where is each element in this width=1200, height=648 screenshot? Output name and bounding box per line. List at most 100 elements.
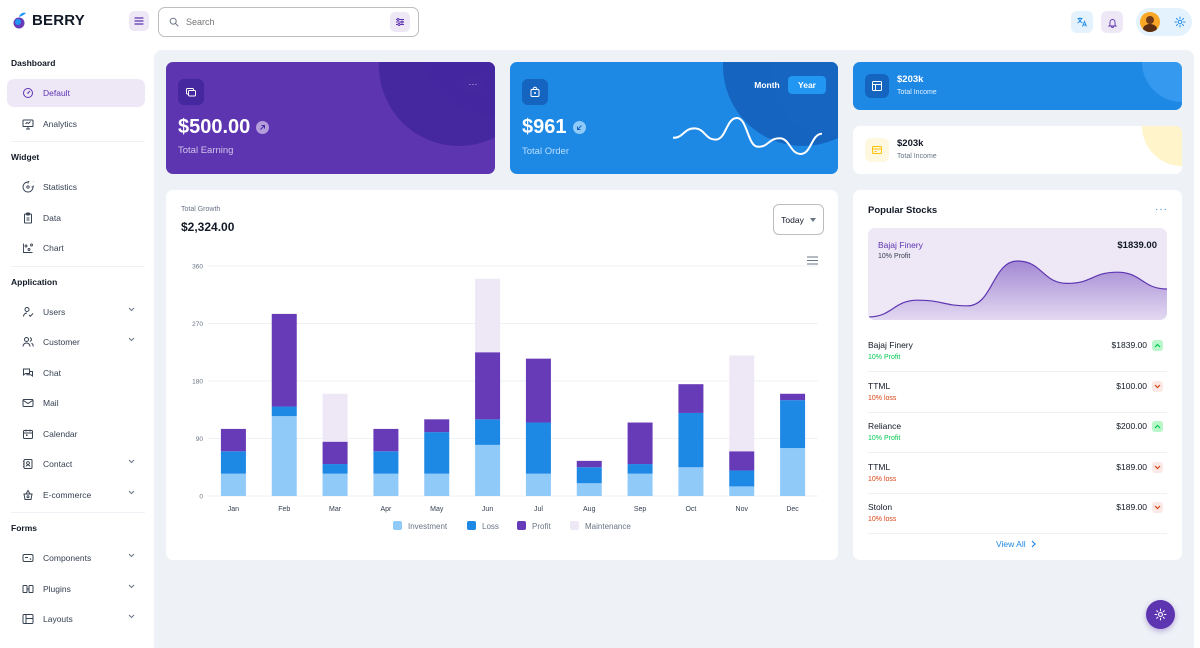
stock-price: $200.00 [1116, 421, 1147, 431]
period-select[interactable]: Today [773, 204, 824, 235]
bar-investment-jul [525, 473, 551, 496]
bar-investment-jan [220, 473, 246, 496]
earning-icon [178, 79, 204, 105]
sidebar-item-default[interactable]: Default [7, 79, 145, 107]
bar-investment-mar [322, 473, 348, 496]
bar-loss-apr [373, 451, 399, 474]
chart-dots-icon [22, 242, 34, 254]
total-income-card: $203k Total Income [853, 62, 1182, 110]
stock-change: 10% Profit [868, 354, 901, 361]
growth-label: Total Growth [181, 206, 221, 213]
sidebar-item-contact[interactable]: Contact [7, 450, 145, 478]
notifications-button[interactable] [1101, 11, 1123, 33]
basket-icon [22, 488, 34, 501]
sidebar-item-data[interactable]: Data [7, 204, 145, 232]
income-value: $203k [897, 74, 924, 85]
sidebar-item-statistics[interactable]: Statistics [7, 173, 145, 201]
stock-change: 10% loss [868, 394, 897, 402]
income-value: $203k [897, 138, 924, 149]
menu-toggle-button[interactable] [129, 11, 149, 31]
stock-name: Bajaj Finery [868, 340, 913, 350]
x-tick-label: Oct [685, 506, 696, 513]
sidebar-item-label: Components [43, 553, 92, 563]
bar-loss-jul [525, 422, 551, 474]
sidebar-item-users[interactable]: Users [7, 298, 145, 326]
featured-stock-panel: Bajaj Finery 10% Profit $1839.00 [868, 228, 1167, 320]
sidebar-item-label: Statistics [43, 182, 78, 192]
layouts-icon [22, 613, 34, 625]
bar-loss-aug [576, 467, 602, 484]
order-value-row: $961 [522, 116, 586, 139]
sidebar-item-label: Chat [43, 367, 61, 378]
sidebar-item-layouts[interactable]: Layouts [7, 605, 145, 633]
x-tick-label: Feb [278, 506, 290, 513]
stock-list-item: Bajaj Finery 10% Profit $1839.00 [868, 332, 1167, 372]
bar-loss-sep [627, 464, 653, 474]
bar-loss-may [424, 432, 450, 474]
bar-investment-sep [627, 473, 653, 496]
bar-profit-aug [576, 460, 602, 468]
earning-more-button[interactable]: ··· [463, 74, 483, 94]
chart-menu-button[interactable] [807, 252, 818, 270]
toggle-year-button[interactable]: Year [788, 76, 826, 94]
sidebar-item-label: Data [43, 212, 61, 223]
bell-icon [1107, 18, 1117, 28]
chevron-up-icon [1152, 421, 1163, 432]
stock-list-item: TTML 10% loss $189.00 [868, 454, 1167, 494]
bar-profit-may [424, 419, 450, 433]
sidebar-item-chat[interactable]: Chat [7, 359, 145, 387]
chevron-up-icon [1152, 340, 1163, 351]
sidebar-item-components[interactable]: Components [7, 544, 145, 572]
search-bar [158, 7, 419, 37]
sidebar-item-mail[interactable]: Mail [7, 389, 145, 417]
bar-profit-jan [220, 428, 246, 452]
bar-profit-feb [271, 313, 297, 407]
sidebar-item-label: Customer [43, 337, 80, 347]
sidebar-item-chart[interactable]: Chart [7, 234, 145, 262]
y-tick-label: 270 [192, 321, 203, 328]
messages-icon [22, 367, 34, 379]
featured-stock-area [868, 261, 1167, 320]
x-tick-label: Jun [482, 506, 493, 513]
brand-logo[interactable]: BERRY [12, 11, 85, 29]
bar-profit-apr [373, 428, 399, 452]
user-check-icon [22, 306, 34, 318]
earning-value: $500.00 [178, 116, 251, 138]
featured-stock-line [868, 260, 1167, 318]
sidebar-item-calendar[interactable]: Calendar [7, 420, 145, 448]
growth-value: $2,324.00 [181, 220, 235, 234]
x-tick-label: Apr [380, 506, 392, 513]
bar-profit-dec [780, 393, 806, 401]
bar-investment-apr [373, 473, 399, 496]
avatar [1140, 12, 1160, 32]
sidebar-item-plugins[interactable]: Plugins [7, 575, 145, 603]
stocks-more-button[interactable]: ··· [1155, 204, 1168, 215]
sidebar-item-customer[interactable]: Customer [7, 328, 145, 356]
profile-menu-button[interactable] [1136, 8, 1192, 36]
search-input[interactable] [186, 17, 376, 27]
chevron-down-icon [1152, 461, 1163, 473]
stock-list-item: Stolon 10% loss $189.00 [868, 494, 1167, 534]
berry-logo-icon [13, 12, 26, 29]
order-sparkline-line [672, 116, 823, 156]
bar-investment-aug [576, 483, 602, 496]
shopping-bag-icon [522, 79, 548, 105]
view-all-link[interactable]: View All [996, 539, 1036, 549]
sidebar-item-label: Analytics [43, 118, 78, 129]
search-filter-button[interactable] [390, 12, 410, 32]
sidebar-item-analytics[interactable]: Analytics [7, 110, 145, 138]
language-button[interactable] [1071, 11, 1093, 33]
toggle-month-button[interactable]: Month [754, 80, 780, 90]
chevron-down-icon [128, 490, 135, 495]
bar-investment-may [424, 473, 450, 496]
bar-loss-feb [271, 406, 297, 417]
sidebar-item-label: Mail [43, 398, 59, 408]
stock-price: $189.00 [1116, 461, 1147, 472]
calendar-icon [22, 428, 34, 440]
period-select-value: Today [781, 214, 804, 225]
sidebar-divider [11, 512, 145, 513]
stock-change: 10% loss [868, 516, 897, 523]
sidebar-item-e-commerce[interactable]: E-commerce [7, 481, 145, 509]
customize-settings-button[interactable] [1146, 600, 1175, 629]
sidebar-section-title: Dashboard [11, 58, 56, 68]
